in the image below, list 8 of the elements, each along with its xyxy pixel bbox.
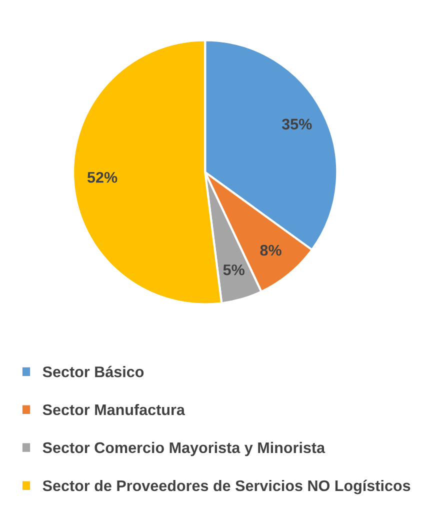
data-label: 52% <box>87 172 118 183</box>
legend-label: Sector Básico <box>42 366 144 378</box>
legend-label: Sector de Proveedores de Servicios NO Logísticos <box>42 480 410 494</box>
legend-label: Sector Manufactura <box>42 404 186 416</box>
data-label: 5% <box>223 264 244 276</box>
legend-label: Sector Comercio Mayorista y Minorista <box>42 442 326 456</box>
data-label: 8% <box>260 244 282 256</box>
data-label: 35% <box>282 118 312 130</box>
